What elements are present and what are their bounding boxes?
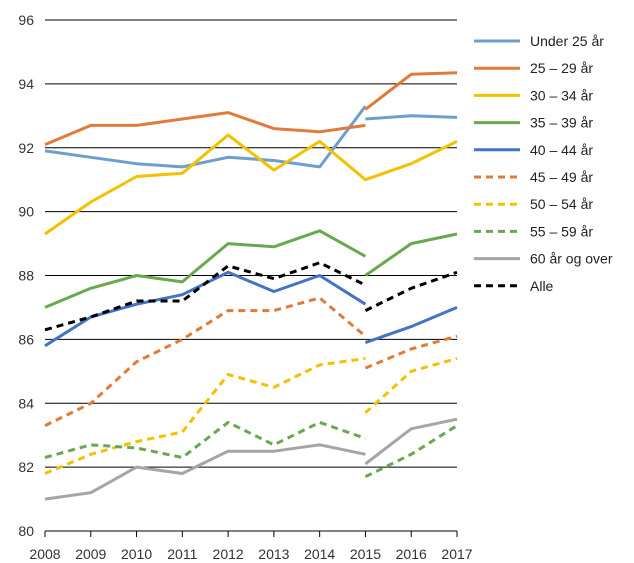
y-tick-label: 80 xyxy=(18,523,34,539)
legend: Under 25 år 25 – 29 år 30 – 34 år 35 – 39 å… xyxy=(474,33,613,294)
x-tick-label: 2013 xyxy=(258,546,289,562)
series-line-0-seg-0 xyxy=(44,105,367,169)
legend-label: 35 – 39 år xyxy=(530,115,593,131)
x-tick-label: 2015 xyxy=(350,546,381,562)
y-tick-label: 94 xyxy=(18,76,34,92)
legend-label: 45 – 49 år xyxy=(530,169,593,185)
y-axis-ticks: 80 82 84 86 88 90 92 94 96 xyxy=(18,12,34,539)
series-line-0-seg-1 xyxy=(365,114,458,121)
x-tick-label: 2012 xyxy=(213,546,244,562)
legend-label: 55 – 59 år xyxy=(530,223,593,239)
y-tick-label: 86 xyxy=(18,331,34,347)
series-lines xyxy=(44,71,458,501)
series-line-5-seg-1 xyxy=(364,334,458,370)
x-tick-label: 2014 xyxy=(304,546,335,562)
series-line-8-seg-0 xyxy=(44,443,366,501)
series-line-8-seg-1 xyxy=(364,417,458,466)
series-line-9-seg-1 xyxy=(364,270,458,312)
gridlines xyxy=(45,19,457,532)
legend-label: 60 år og over xyxy=(530,251,613,267)
legend-label: 25 – 29 år xyxy=(530,60,593,76)
series-line-3-seg-1 xyxy=(364,232,458,277)
x-axis-ticks: 2008 2009 2010 2011 2012 2013 2014 2015 2016 2017 xyxy=(29,531,473,562)
legend-label: Alle xyxy=(530,278,554,294)
y-tick-label: 92 xyxy=(18,140,34,156)
series-line-9-seg-0 xyxy=(44,261,367,332)
x-tick-label: 2008 xyxy=(29,546,60,562)
legend-label: Under 25 år xyxy=(530,33,604,49)
series-line-6-seg-1 xyxy=(364,357,458,414)
series-line-1-seg-0 xyxy=(44,111,366,146)
series-line-7-seg-1 xyxy=(364,424,458,479)
series-line-7-seg-0 xyxy=(44,420,366,459)
series-line-2-seg-0 xyxy=(44,133,458,236)
y-tick-label: 96 xyxy=(18,12,34,28)
x-tick-label: 2010 xyxy=(121,546,152,562)
y-tick-label: 84 xyxy=(18,395,34,411)
legend-label: 30 – 34 år xyxy=(530,87,593,103)
x-tick-label: 2016 xyxy=(396,546,427,562)
y-tick-label: 90 xyxy=(18,204,34,220)
x-tick-label: 2011 xyxy=(167,546,197,562)
series-line-1-seg-1 xyxy=(364,71,458,111)
series-line-3-seg-0 xyxy=(44,229,367,309)
x-tick-label: 2009 xyxy=(75,546,106,562)
y-tick-label: 88 xyxy=(18,268,34,284)
series-line-4-seg-1 xyxy=(364,306,458,345)
y-tick-label: 82 xyxy=(18,459,34,475)
x-tick-label: 2017 xyxy=(441,546,472,562)
legend-label: 40 – 44 år xyxy=(530,142,593,158)
series-line-6-seg-0 xyxy=(44,357,366,475)
legend-label: 50 – 54 år xyxy=(530,196,593,212)
series-line-5-seg-0 xyxy=(44,296,367,427)
